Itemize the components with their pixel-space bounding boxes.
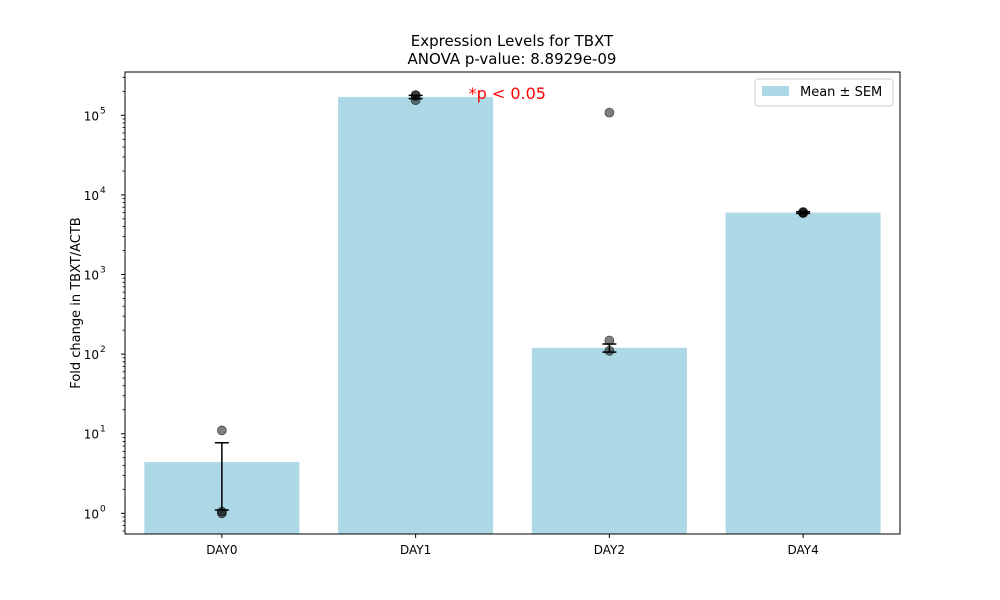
data-point-day0-3 <box>216 425 227 436</box>
y-tick-exponent-5: 5 <box>100 106 106 116</box>
plot-frame <box>124 71 901 535</box>
data-point-day2-1 <box>604 107 615 118</box>
x-tick-label-day0: DAY0 <box>206 543 237 557</box>
x-tick-label-day1: DAY1 <box>400 543 431 557</box>
data-point-day2-2 <box>604 345 615 356</box>
bars-layer <box>144 96 881 535</box>
y-tick-label-5: 10 <box>84 109 99 123</box>
bar-day1 <box>338 96 494 534</box>
y-tick-label-1: 10 <box>84 428 99 442</box>
y-axis-label: Fold change in TBXT/ACTB <box>69 217 84 388</box>
y-tick-label-0: 10 <box>84 507 99 521</box>
significance-annotation: *p < 0.05 <box>469 84 546 103</box>
legend-label: Mean ± SEM <box>800 85 882 100</box>
chart-title: Expression Levels for TBXT <box>411 32 614 50</box>
y-tick-label-2: 10 <box>84 348 99 362</box>
y-tick-exponent-1: 1 <box>100 425 106 435</box>
legend-swatch <box>762 86 789 96</box>
data-point-day0-2 <box>216 506 227 517</box>
legend: Mean ± SEM <box>754 78 894 107</box>
data-point-day2-3 <box>604 335 615 346</box>
x-tick-label-day2: DAY2 <box>594 543 625 557</box>
y-tick-exponent-3: 3 <box>100 266 106 276</box>
y-tick-exponent-0: 0 <box>100 504 106 514</box>
points-layer <box>216 90 809 519</box>
error-bars-layer <box>214 94 811 511</box>
legend-box <box>754 78 894 107</box>
y-tick-label-4: 10 <box>84 189 99 203</box>
bar-day4 <box>725 212 881 535</box>
bar-day2 <box>531 347 687 534</box>
chart-subtitle: ANOVA p-value: 8.8929e-09 <box>408 50 617 68</box>
annotation-layer: *p < 0.05 <box>469 84 546 103</box>
y-tick-exponent-2: 2 <box>100 345 106 355</box>
y-tick-exponent-4: 4 <box>100 186 106 196</box>
data-point-day4-3 <box>798 207 809 217</box>
y-tick-label-3: 10 <box>84 269 99 283</box>
data-point-day1-3 <box>410 90 421 100</box>
x-tick-label-day4: DAY4 <box>787 543 818 557</box>
